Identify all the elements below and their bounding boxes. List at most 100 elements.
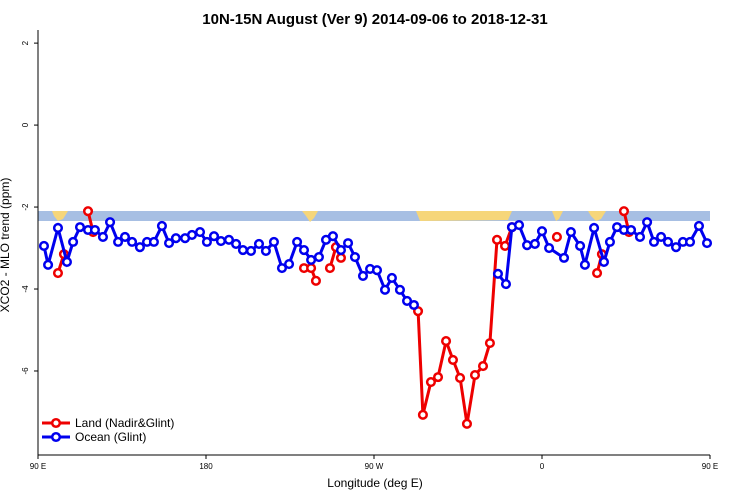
data-point <box>551 231 562 243</box>
data-point <box>349 251 361 263</box>
data-point <box>662 236 674 247</box>
data-point <box>417 409 428 420</box>
legend-label: Ocean (Glint) <box>75 430 146 444</box>
data-point <box>148 236 159 247</box>
data-point <box>335 252 347 263</box>
data-point <box>306 263 317 274</box>
data-point <box>522 240 533 251</box>
data-point <box>394 284 405 295</box>
land-patch <box>302 211 318 222</box>
data-point <box>447 354 459 365</box>
data-point <box>565 226 576 238</box>
data-point <box>558 252 570 263</box>
data-point <box>74 222 86 233</box>
data-point <box>61 256 72 268</box>
data-point <box>260 245 271 256</box>
data-point <box>575 240 586 252</box>
data-point <box>579 259 590 270</box>
data-point <box>134 242 145 253</box>
data-point <box>589 222 600 234</box>
data-point <box>343 238 354 249</box>
data-point <box>68 236 79 247</box>
data-point <box>89 224 100 236</box>
data-point <box>223 234 235 245</box>
data-point <box>292 236 303 247</box>
data-point <box>492 268 503 279</box>
data-point <box>441 336 452 347</box>
x-tick-label: 180 <box>199 462 213 471</box>
y-tick-label: -2 <box>21 203 30 211</box>
data-point <box>499 240 511 252</box>
data-point <box>604 236 615 247</box>
data-point <box>163 238 175 249</box>
data-point <box>298 245 310 256</box>
data-point <box>113 236 124 247</box>
land-patch <box>552 211 563 221</box>
data-point <box>634 231 646 243</box>
data-point <box>97 231 109 243</box>
data-point <box>201 236 212 247</box>
data-point <box>425 376 436 388</box>
data-point <box>484 338 495 349</box>
chart-title: 10N-15N August (Ver 9) 2014-09-06 to 201… <box>202 11 547 28</box>
data-point <box>194 226 206 238</box>
legend-label: Land (Nadir&Glint) <box>75 416 174 430</box>
data-point <box>324 263 335 274</box>
y-tick-label: 2 <box>21 40 30 45</box>
data-point <box>684 236 696 247</box>
legend-marker <box>50 417 62 429</box>
data-point <box>284 258 295 270</box>
data-point <box>245 245 257 256</box>
y-tick-label: -6 <box>21 367 30 375</box>
data-point <box>170 233 181 244</box>
data-point <box>215 236 226 247</box>
data-point <box>469 370 481 381</box>
data-point <box>477 361 489 372</box>
data-point <box>379 284 391 295</box>
data-point <box>119 231 131 243</box>
data-point <box>401 295 413 306</box>
data-point <box>127 236 138 247</box>
data-point <box>371 265 383 276</box>
data-point <box>105 217 116 228</box>
data-point <box>313 251 324 263</box>
data-point <box>642 217 653 228</box>
data-point <box>529 238 540 249</box>
data-point <box>648 236 660 247</box>
data-point <box>276 263 288 274</box>
data-point <box>618 206 629 217</box>
data-point <box>186 229 198 240</box>
y-tick-label: -4 <box>21 285 30 293</box>
data-point <box>82 206 94 217</box>
data-point <box>208 231 220 242</box>
data-point <box>670 242 682 253</box>
data-point <box>310 275 321 286</box>
surface-band <box>38 211 710 221</box>
data-point <box>625 224 637 236</box>
data-point <box>544 242 555 254</box>
x-tick-label: 90 E <box>702 462 718 471</box>
x-tick-label: 0 <box>540 462 545 471</box>
data-point <box>461 418 473 429</box>
data-point <box>38 240 50 252</box>
data-point <box>592 267 603 279</box>
data-point <box>52 267 64 279</box>
data-point <box>455 372 466 384</box>
data-point <box>306 254 317 265</box>
data-point <box>253 238 265 249</box>
data-point <box>52 222 64 234</box>
legend-marker <box>50 431 62 443</box>
data-point <box>656 231 667 243</box>
data-point <box>357 270 369 281</box>
land-patch <box>588 211 606 221</box>
data-point <box>432 372 444 383</box>
data-point <box>536 226 548 237</box>
land-band <box>52 211 606 222</box>
data-point <box>386 272 397 284</box>
data-point <box>491 234 503 245</box>
x-axis-label: Longitude (deg E) <box>327 476 422 490</box>
y-axis-label: XCO2 - MLO trend (ppm) <box>0 178 12 313</box>
data-point <box>513 220 525 231</box>
data-point <box>408 299 419 311</box>
